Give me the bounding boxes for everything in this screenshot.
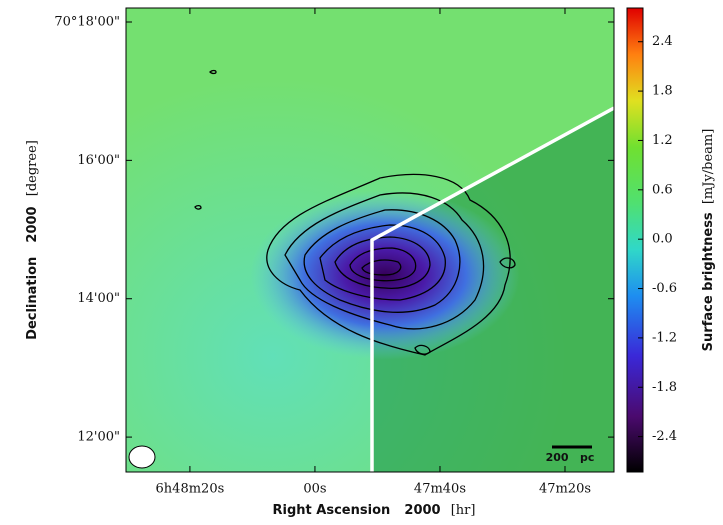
x-axis-label: Right Ascension 2000 [hr] [273, 503, 476, 518]
colorbar-tick-label: -2.4 [652, 429, 677, 444]
x-label-name: Right Ascension [273, 503, 391, 518]
colorbar-tick-label: 1.2 [652, 133, 673, 148]
map [126, 8, 614, 472]
colorbar-label-name: Surface brightness [701, 212, 716, 351]
y-tick-label: 14'00" [77, 291, 120, 306]
y-tick-label: 12'00" [77, 430, 120, 445]
x-tick-label: 47m20s [539, 482, 591, 497]
y-tick-label: 70°18'00" [54, 14, 120, 29]
x-tick-label: 00s [303, 482, 326, 497]
colorbar-label-unit: [mJy/beam] [701, 129, 716, 205]
x-tick-label: 47m40s [414, 482, 466, 497]
colorbar-tick-label: -1.2 [652, 330, 677, 345]
colorbar-tick-label: 0.6 [652, 182, 673, 197]
colorbar [626, 7, 644, 473]
colorbar-tick-label: 2.4 [652, 34, 673, 49]
colorbar-tick-label: 1.8 [652, 84, 673, 99]
x-tick-label: 6h48m20s [156, 482, 225, 497]
y-label-unit: [degree] [25, 140, 40, 196]
colorbar-tick-label: -0.6 [652, 281, 677, 296]
colorbar-tick-label: -1.8 [652, 380, 677, 395]
colorbar-tick-label: 0.0 [652, 232, 673, 247]
y-axis-label: Declination 2000 [degree] [25, 140, 40, 340]
y-tick-label: 16'00" [77, 153, 120, 168]
contours [194, 69, 516, 356]
x-label-epoch: 2000 [404, 503, 440, 518]
y-label-name: Declination [25, 257, 40, 340]
plot-frame [125, 7, 615, 473]
x-label-unit: [hr] [451, 503, 476, 518]
scale-bar-label: 200 pc [546, 451, 595, 464]
y-label-epoch: 2000 [25, 206, 40, 242]
colorbar-label: Surface brightness [mJy/beam] [701, 129, 716, 352]
